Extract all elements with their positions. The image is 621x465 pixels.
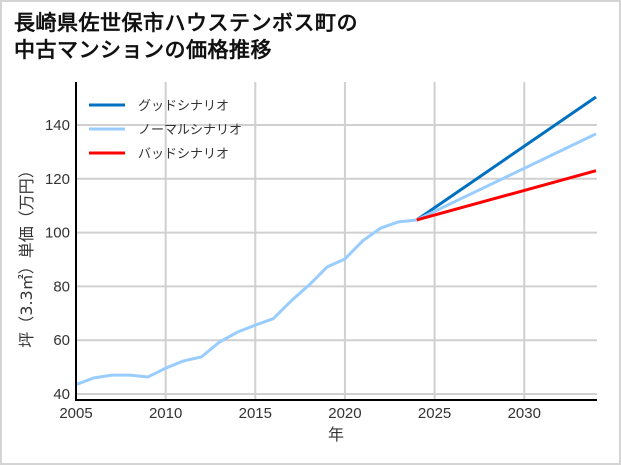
y-tick-label: 80 — [53, 278, 70, 295]
legend-label: バッドシナリオ — [138, 147, 229, 162]
series-line-0 — [415, 95, 597, 222]
y-tick-label: 100 — [45, 225, 70, 242]
y-tick-label: 40 — [53, 386, 70, 403]
y-axis-label: 坪（3.3㎡）単価（万円） — [17, 162, 36, 347]
series-line-1 — [416, 132, 597, 222]
series-line-2 — [416, 169, 597, 222]
tick-labels: 2005 2010 2015 2020 2025 2030 40 60 80 100 120 140 — [45, 117, 541, 422]
x-tick-label: 2010 — [149, 405, 182, 422]
y-tick-label: 120 — [45, 171, 70, 188]
legend-label: ノーマルシナリオ — [138, 123, 242, 138]
x-tick-label: 2030 — [508, 405, 541, 422]
x-tick-label: 2020 — [328, 405, 361, 422]
chart-title: 長崎県佐世保市ハウステンボス町の 中古マンションの価格推移 — [14, 10, 358, 64]
legend-label: グッドシナリオ — [138, 99, 229, 114]
chart-title-line1: 長崎県佐世保市ハウステンボス町の — [14, 11, 358, 35]
x-tick-label: 2015 — [239, 405, 272, 422]
axes — [75, 82, 597, 401]
x-axis-label: 年 — [328, 425, 344, 444]
y-tick-label: 60 — [53, 332, 70, 349]
x-tick-label: 2025 — [418, 405, 451, 422]
x-tick-label: 2005 — [59, 405, 92, 422]
plot-lines — [75, 95, 597, 386]
historical-line — [75, 218, 417, 386]
y-tick-label: 140 — [45, 117, 70, 134]
grid — [76, 82, 597, 400]
chart-title-line2: 中古マンションの価格推移 — [14, 38, 272, 62]
